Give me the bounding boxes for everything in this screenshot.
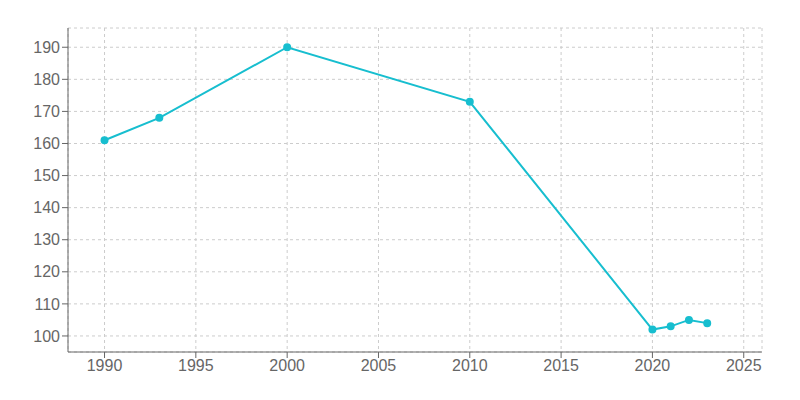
svg-text:2000: 2000	[269, 357, 305, 374]
svg-text:1990: 1990	[87, 357, 123, 374]
svg-text:100: 100	[33, 328, 60, 345]
svg-text:110: 110	[34, 296, 60, 313]
svg-text:190: 190	[33, 39, 60, 56]
svg-text:170: 170	[33, 103, 60, 120]
svg-text:2015: 2015	[543, 357, 579, 374]
svg-text:1995: 1995	[178, 357, 214, 374]
svg-text:2025: 2025	[726, 357, 762, 374]
svg-text:2010: 2010	[452, 357, 488, 374]
svg-text:130: 130	[33, 231, 60, 248]
svg-text:140: 140	[33, 199, 60, 216]
svg-text:160: 160	[33, 135, 60, 152]
svg-text:150: 150	[33, 167, 60, 184]
svg-text:2020: 2020	[635, 357, 671, 374]
svg-text:120: 120	[33, 263, 60, 280]
svg-text:180: 180	[33, 71, 60, 88]
svg-text:2005: 2005	[361, 357, 397, 374]
